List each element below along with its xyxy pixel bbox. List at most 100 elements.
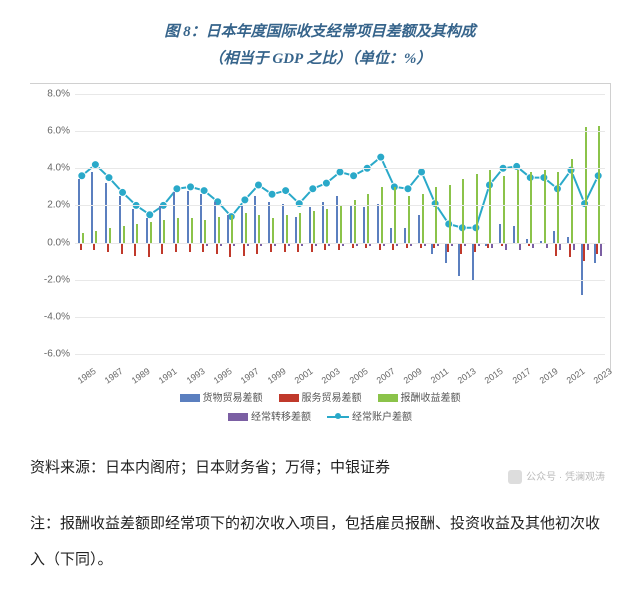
legend-label: 货物贸易差额 [203,393,263,404]
bar-income [245,213,247,243]
bar-goods [336,196,338,242]
bar-goods [105,183,107,242]
legend-swatch [180,394,200,402]
y-tick-label: 6.0% [30,126,70,137]
watermark: 公众号 · 凭澜观涛 [508,468,605,484]
bar-income [557,172,559,243]
y-tick-label: 2.0% [30,200,70,211]
bar-income [272,218,274,242]
y-tick-label: -4.0% [30,311,70,322]
bar-income [231,215,233,243]
legend-swatch [378,394,398,402]
bar-services [256,243,258,254]
bar-income [422,194,424,242]
bar-income [150,222,152,242]
bar-income [191,218,193,242]
bar-services [596,243,598,254]
bar-services [80,243,82,250]
bar-income [394,187,396,243]
bar-services [107,243,109,252]
legend-item: 货物贸易差额 [180,389,263,404]
bar-transfer [587,243,589,250]
bar-goods [513,226,515,243]
x-tick-label: 2023 [592,366,614,386]
bar-income [136,224,138,243]
bar-goods [499,224,501,243]
bar-services [284,243,286,252]
bar-services [243,243,245,256]
x-tick-label: 2021 [565,366,587,386]
bar-income [218,217,220,243]
bar-goods [146,218,148,242]
bar-income [286,215,288,243]
legend-item: 经常账户差额 [327,408,412,423]
bar-goods [91,172,93,243]
bar-goods [78,179,80,242]
gridline [75,94,605,95]
bar-goods [268,202,270,243]
legend-swatch [279,394,299,402]
bar-income [163,220,165,242]
bar-services [569,243,571,258]
bar-income [435,187,437,243]
legend-item: 报酬收益差额 [378,389,461,404]
y-tick-label: 8.0% [30,89,70,100]
legend-label: 经常转移差额 [251,412,311,423]
bar-income [177,218,179,242]
bar-services [270,243,272,252]
bar-goods [404,228,406,243]
y-tick-label: -6.0% [30,349,70,360]
bar-services [460,243,462,254]
y-tick-label: -2.0% [30,274,70,285]
bar-goods [418,215,420,243]
y-tick-label: 0.0% [30,237,70,248]
bar-services [202,243,204,252]
bar-income [449,185,451,243]
bar-goods [227,215,229,243]
bar-goods [241,205,243,242]
legend: 货物贸易差额 服务贸易差额 报酬收益差额经常转移差额 经常账户差额 [90,382,550,430]
bar-income [258,215,260,243]
bar-services [229,243,231,258]
bar-income [585,127,587,242]
bar-goods [254,196,256,242]
note-line: 注：报酬收益差额即经常项下的初次收入项目，包括雇员报酬、投资收益及其他初次收入（… [30,506,610,578]
bar-goods [553,231,555,242]
bar-income [82,233,84,242]
bar-income [340,205,342,242]
gridline [75,205,605,206]
bar-transfer [600,243,602,256]
bar-income [95,231,97,242]
bar-services [324,243,326,250]
gridline [75,317,605,318]
bar-goods [390,228,392,243]
gridline [75,280,605,281]
gridline [75,354,605,355]
bar-transfer [519,243,521,250]
bar-goods [187,191,189,243]
legend-item: 服务贸易差额 [279,389,362,404]
bar-income [367,194,369,242]
bar-income [326,209,328,242]
bar-transfer [505,243,507,250]
chart-title-1: 图 8：日本年度国际收支经常项目差额及其构成 [30,20,610,41]
bar-income [530,172,532,243]
wechat-icon [508,470,522,484]
chart-container: -6.0%-4.0%-2.0%0.0%2.0%4.0%6.0%8.0%19851… [30,83,611,374]
bar-income [462,179,464,242]
bar-goods [350,205,352,242]
bar-goods [282,204,284,243]
bar-services [121,243,123,254]
bar-goods [322,202,324,243]
bar-income [313,211,315,243]
bar-services [175,243,177,252]
bar-income [109,228,111,243]
bar-goods [173,192,175,242]
bar-goods [309,207,311,242]
plot-area [75,94,605,354]
bar-goods [214,202,216,243]
bar-services [161,243,163,254]
bar-services [148,243,150,258]
bar-transfer [573,243,575,250]
gridline [75,243,605,244]
